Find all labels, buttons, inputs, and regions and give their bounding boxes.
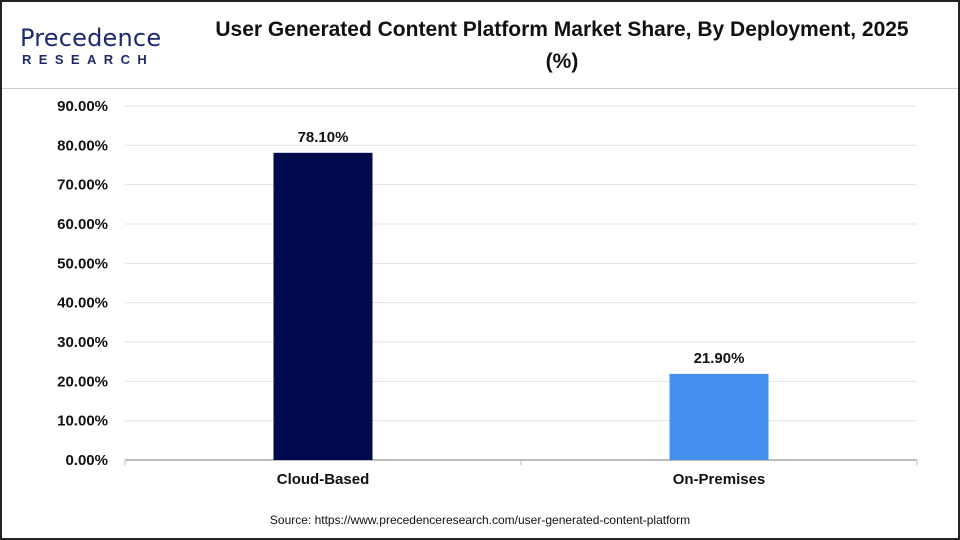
plot-background bbox=[2, 89, 958, 538]
data-label: 21.90% bbox=[694, 350, 745, 367]
header: Precedence RESEARCH User Generated Conte… bbox=[2, 2, 958, 89]
y-tick-label: 80.00% bbox=[57, 137, 108, 154]
y-tick-label: 0.00% bbox=[65, 452, 108, 469]
data-label: 78.10% bbox=[298, 129, 349, 146]
logo-text: Precedence bbox=[20, 24, 162, 52]
source-text: Source: https://www.precedenceresearch.c… bbox=[269, 513, 691, 527]
y-tick-label: 30.00% bbox=[57, 334, 108, 351]
y-tick-label: 20.00% bbox=[57, 373, 108, 390]
y-tick-label: 60.00% bbox=[57, 216, 108, 233]
x-tick-label: Cloud-Based bbox=[277, 471, 370, 488]
bar-cloud-based bbox=[273, 152, 373, 460]
logo-subtext: RESEARCH bbox=[22, 52, 155, 67]
y-tick-label: 40.00% bbox=[57, 295, 108, 312]
y-tick-label: 50.00% bbox=[57, 255, 108, 272]
y-tick-label: 90.00% bbox=[57, 98, 108, 115]
bar-on-premises bbox=[669, 373, 769, 460]
y-tick-label: 10.00% bbox=[57, 413, 108, 430]
x-tick-label: On-Premises bbox=[673, 471, 766, 488]
precedence-research-logo: Precedence RESEARCH bbox=[20, 24, 180, 68]
chart-title: User Generated Content Platform Market S… bbox=[215, 18, 909, 73]
y-tick-label: 70.00% bbox=[57, 177, 108, 194]
